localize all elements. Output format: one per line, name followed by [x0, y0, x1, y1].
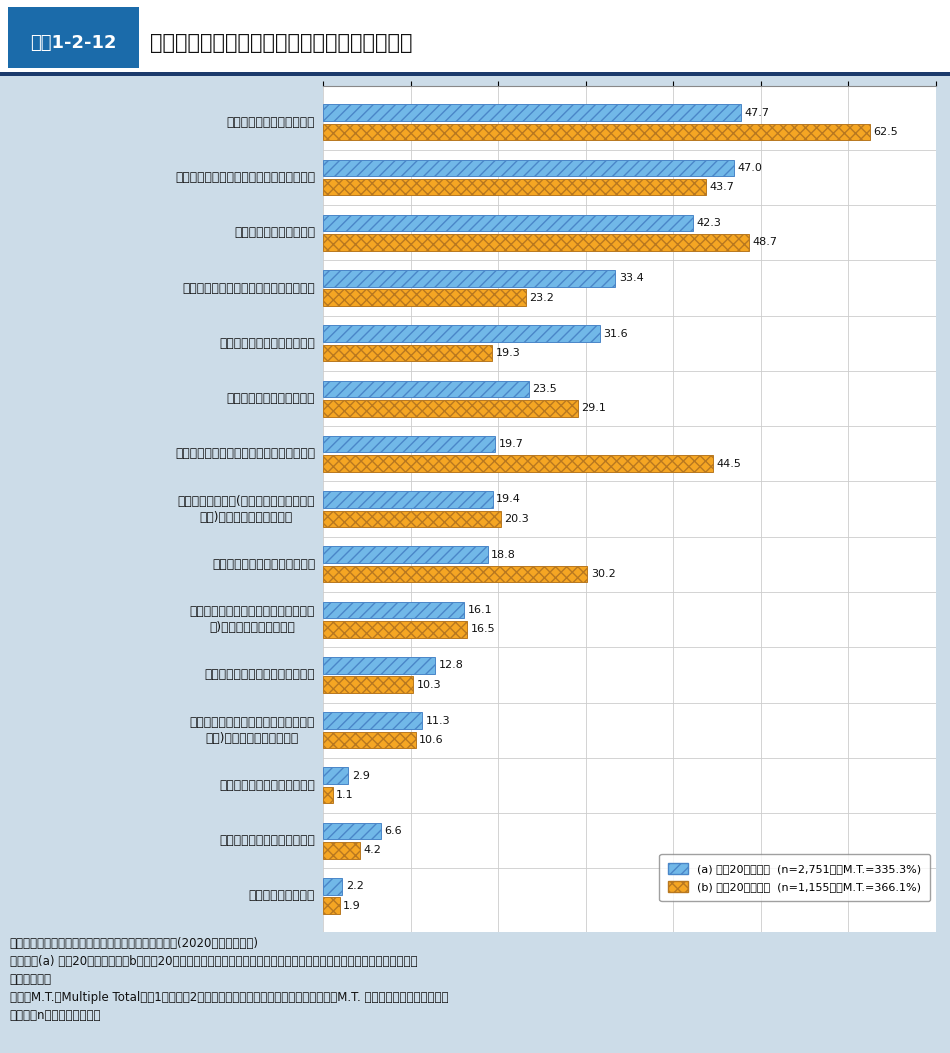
- Bar: [323, 547, 487, 563]
- Text: 医療施設が整備されていること: 医療施設が整備されていること: [212, 558, 315, 571]
- Text: 4.2: 4.2: [363, 846, 381, 855]
- Text: 家族が同居又は近い場所に住んでいること: 家族が同居又は近い場所に住んでいること: [175, 171, 315, 184]
- Text: 特　　　に　　　な　　　い: 特 に な い: [219, 834, 315, 848]
- Text: 19.7: 19.7: [499, 439, 523, 450]
- Text: 23.2: 23.2: [529, 293, 555, 302]
- Text: 10.3: 10.3: [417, 679, 442, 690]
- Bar: [323, 897, 340, 914]
- Text: 図表1-2-12: 図表1-2-12: [29, 34, 117, 53]
- Text: 道路が整備されていること: 道路が整備されていること: [227, 392, 315, 405]
- Text: 親戚・友人が近い場所に住んでいること: 親戚・友人が近い場所に住んでいること: [182, 281, 315, 295]
- Bar: [323, 768, 349, 784]
- Bar: [323, 234, 750, 251]
- Bar: [323, 344, 492, 361]
- Text: 10.6: 10.6: [419, 735, 444, 744]
- Bar: [323, 511, 501, 528]
- Bar: [323, 123, 870, 140]
- Text: 42.3: 42.3: [696, 218, 722, 229]
- Bar: [323, 657, 435, 674]
- Bar: [323, 878, 342, 895]
- Bar: [323, 215, 694, 232]
- Bar: [323, 290, 526, 306]
- Bar: [323, 400, 578, 417]
- Text: 1.9: 1.9: [343, 900, 361, 911]
- Text: （％）: （％）: [897, 64, 918, 77]
- Bar: [323, 842, 360, 858]
- Text: 12.8: 12.8: [439, 660, 464, 671]
- Text: 29.1: 29.1: [581, 403, 606, 413]
- Text: 47.0: 47.0: [738, 163, 763, 173]
- Text: 16.5: 16.5: [471, 624, 496, 634]
- Text: そ　　　　　の　　　　　他: そ の 他: [219, 779, 315, 792]
- Text: 11.3: 11.3: [426, 716, 450, 726]
- Text: 居住地域での暮らしについて満足していること: 居住地域での暮らしについて満足していること: [150, 34, 412, 53]
- Bar: [323, 712, 422, 729]
- Text: 43.7: 43.7: [709, 182, 734, 193]
- Bar: [323, 455, 712, 472]
- Text: 2.2: 2.2: [346, 881, 364, 891]
- Text: 福祉施設（介護施設、障害者支援施設
など)が整備されていること: 福祉施設（介護施設、障害者支援施設 など)が整備されていること: [190, 716, 315, 744]
- Text: 31.6: 31.6: [603, 329, 628, 339]
- Bar: [323, 160, 734, 176]
- Bar: [323, 732, 416, 748]
- Text: 6.6: 6.6: [384, 826, 402, 836]
- Bar: [323, 325, 599, 342]
- Text: 44.5: 44.5: [716, 458, 741, 469]
- Text: 無　　　回　　　答: 無 回 答: [249, 890, 315, 902]
- Bar: [323, 380, 529, 397]
- Bar: [323, 787, 332, 803]
- Bar: [323, 179, 706, 196]
- Text: 23.5: 23.5: [532, 384, 557, 394]
- Text: 62.5: 62.5: [874, 127, 899, 137]
- Bar: [323, 491, 493, 508]
- Text: 48.7: 48.7: [752, 238, 778, 247]
- Bar: [323, 676, 413, 693]
- Text: 住　環　境　の　良　さ: 住 環 境 の 良 さ: [234, 226, 315, 239]
- Text: 33.4: 33.4: [618, 274, 643, 283]
- Text: 19.3: 19.3: [496, 347, 521, 358]
- Text: 公　共　交　通　機　関　の　利　便　性: 公 共 交 通 機 関 の 利 便 性: [175, 448, 315, 460]
- Text: 資料：内閣府「地域社会の暮らしに関する世論調査」(2020（令和２）年)
（注）　(a) 人口20万人未満と（b）人口20万人以上とは、調査の設計が異なる、別々: 資料：内閣府「地域社会の暮らしに関する世論調査」(2020（令和２）年) （注）…: [10, 937, 448, 1022]
- Text: 地　域　の　人々のつながり: 地 域 の 人々のつながり: [219, 337, 315, 350]
- Bar: [323, 104, 741, 121]
- Text: 30.2: 30.2: [591, 569, 616, 579]
- Text: （複数回答）: （複数回答）: [875, 39, 918, 52]
- Bar: [323, 822, 381, 839]
- Text: 日常的な買い物のしやすさ: 日常的な買い物のしやすさ: [227, 116, 315, 128]
- Bar: [323, 621, 467, 638]
- Text: 文化施設（博物館や図書館、公民館な
ど)が整備されていること: 文化施設（博物館や図書館、公民館な ど)が整備されていること: [190, 605, 315, 634]
- Text: 16.1: 16.1: [467, 605, 492, 615]
- Text: 47.7: 47.7: [744, 107, 770, 118]
- Text: 子　育　て　の　し　や　す　さ: 子 育 て の し や す さ: [204, 669, 315, 681]
- Text: 20.3: 20.3: [504, 514, 529, 523]
- Text: 2.9: 2.9: [352, 771, 370, 780]
- Text: 19.4: 19.4: [496, 495, 522, 504]
- Bar: [323, 565, 587, 582]
- Legend: (a) 人口20万人未満  (n=2,751人、M.T.=335.3%), (b) 人口20万人以上  (n=1,155人、M.T.=366.1%): (a) 人口20万人未満 (n=2,751人、M.T.=335.3%), (b)…: [659, 854, 930, 901]
- Bar: [323, 601, 464, 618]
- Text: 18.8: 18.8: [491, 550, 516, 560]
- Text: 子育て・教育施設(保育園・幼稚園・学校
など)が整備されていること: 子育て・教育施設(保育園・幼稚園・学校 など)が整備されていること: [178, 495, 315, 523]
- Bar: [323, 271, 616, 286]
- Bar: [323, 436, 496, 453]
- Text: 1.1: 1.1: [336, 790, 353, 800]
